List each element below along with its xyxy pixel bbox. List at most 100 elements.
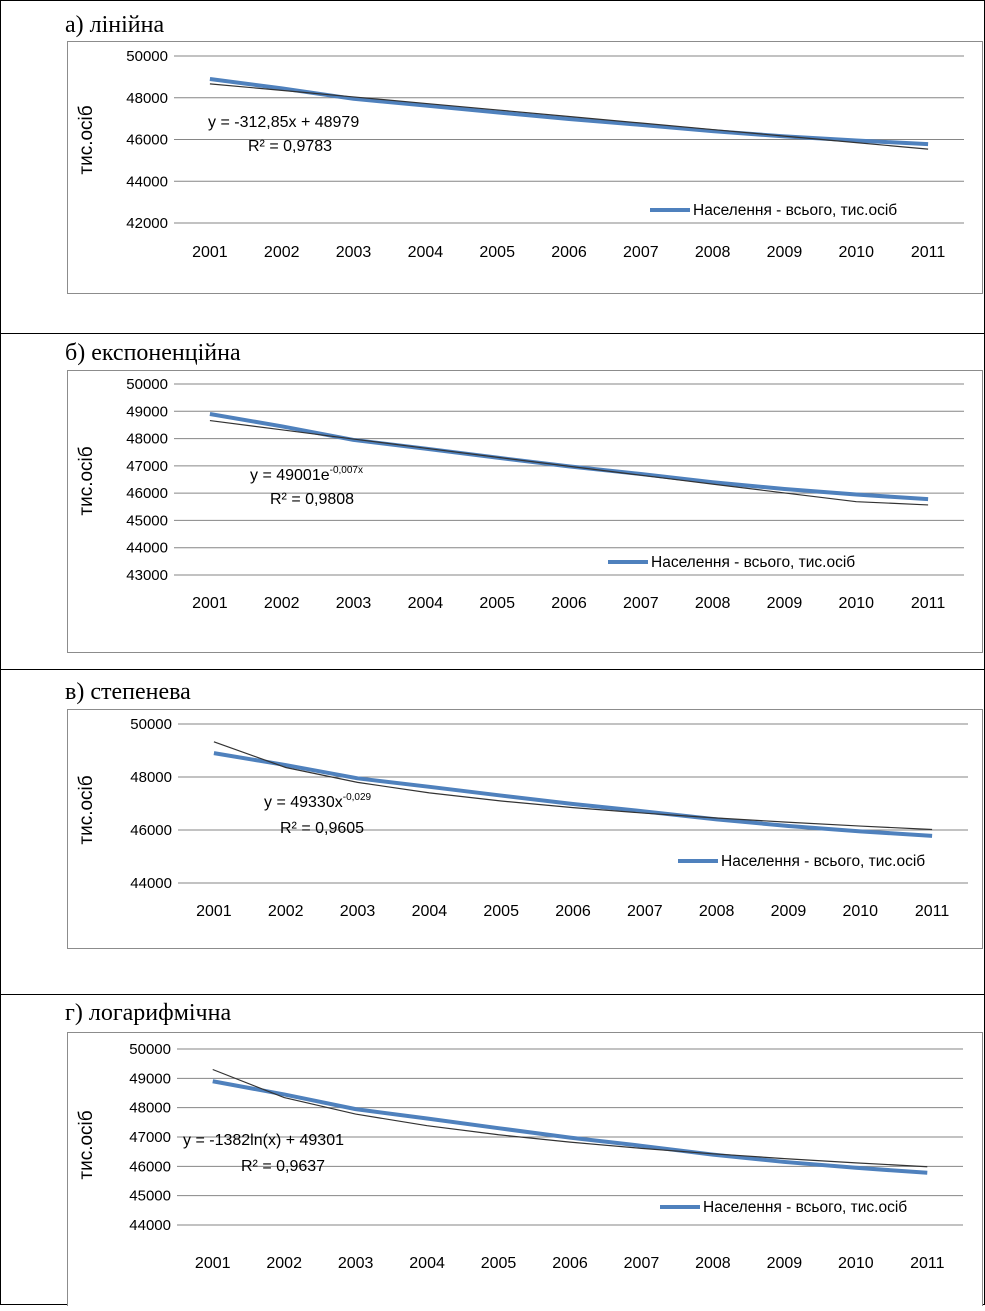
y-tick-label: 42000 — [126, 215, 168, 232]
trendline-r2: R² = 0,9808 — [270, 491, 354, 508]
y-tick-label: 50000 — [126, 48, 168, 65]
x-tick-label: 2006 — [555, 903, 591, 920]
trendline-r2: R² = 0,9783 — [248, 138, 332, 155]
y-tick-label: 49000 — [129, 1070, 171, 1087]
chart-box-logarithmic: 44000 45000 46000 47000 48000 49000 50000 2001 2… — [67, 1032, 983, 1306]
x-tick-label: 2002 — [264, 595, 300, 612]
y-axis-label: тис.осіб — [76, 105, 97, 174]
x-tick-label: 2002 — [264, 244, 300, 261]
x-tick-label: 2007 — [623, 595, 659, 612]
x-tick-label: 2011 — [915, 903, 950, 920]
x-tick-label: 2006 — [551, 244, 587, 261]
chart-box-exponential: 43000 44000 45000 46000 47000 48000 49000 50000… — [67, 370, 983, 653]
x-tick-label: 2009 — [771, 903, 807, 920]
x-tick-label: 2007 — [627, 903, 663, 920]
x-tick-label: 2001 — [192, 595, 228, 612]
x-tick-label: 2003 — [336, 244, 372, 261]
chart-box-linear: 42000 44000 46000 48000 50000 2001 2002 2003 200… — [67, 41, 983, 294]
x-tick-label: 2003 — [336, 595, 372, 612]
legend-label: Населення - всього, тис.осіб — [651, 554, 855, 571]
y-tick-label: 44000 — [126, 540, 168, 557]
x-tick-label: 2001 — [196, 903, 232, 920]
x-tick-label: 2005 — [479, 244, 515, 261]
chart-linear: 42000 44000 46000 48000 50000 2001 2002 2003 200… — [68, 42, 982, 293]
x-tick-label: 2004 — [409, 1255, 445, 1272]
y-tick-label: 43000 — [126, 567, 168, 584]
x-tick-label: 2010 — [838, 595, 874, 612]
x-tick-label: 2011 — [910, 1255, 945, 1272]
x-tick-label: 2008 — [695, 1255, 731, 1272]
x-tick-label: 2010 — [842, 903, 878, 920]
panel-divider — [0, 333, 985, 334]
chart-power: 44000 46000 48000 50000 2001 2002 2003 2004 2005… — [68, 710, 982, 948]
trendline-equation: y = 49330x-0,029 — [264, 792, 372, 811]
y-tick-label: 48000 — [126, 431, 168, 448]
x-tick-label: 2005 — [479, 595, 515, 612]
x-tick-label: 2002 — [266, 1255, 302, 1272]
trendline-equation: y = -312,85x + 48979 — [208, 114, 359, 131]
x-tick-label: 2004 — [412, 903, 448, 920]
x-tick-label: 2007 — [623, 244, 659, 261]
x-tick-label: 2004 — [408, 595, 444, 612]
y-tick-label: 46000 — [126, 132, 168, 149]
legend-label: Населення - всього, тис.осіб — [721, 853, 925, 870]
x-tick-label: 2003 — [340, 903, 376, 920]
x-tick-label: 2010 — [838, 1255, 874, 1272]
y-tick-label: 44000 — [129, 1217, 171, 1234]
x-tick-label: 2011 — [911, 244, 946, 261]
trendline-r2: R² = 0,9605 — [280, 820, 364, 837]
y-tick-label: 44000 — [130, 875, 172, 892]
x-tick-label: 2003 — [338, 1255, 374, 1272]
y-tick-label: 45000 — [126, 512, 168, 529]
x-tick-label: 2005 — [483, 903, 519, 920]
x-tick-label: 2011 — [911, 595, 946, 612]
x-tick-label: 2008 — [699, 903, 735, 920]
y-tick-label: 47000 — [129, 1129, 171, 1146]
x-tick-label: 2009 — [767, 1255, 803, 1272]
chart-box-power: 44000 46000 48000 50000 2001 2002 2003 2004 2005… — [67, 709, 983, 949]
series-line-population — [210, 79, 928, 144]
x-tick-label: 2005 — [481, 1255, 517, 1272]
x-tick-label: 2007 — [624, 1255, 660, 1272]
y-tick-label: 50000 — [126, 376, 168, 393]
panel-title-linear: а) лінійна — [65, 12, 164, 39]
x-tick-label: 2001 — [192, 244, 228, 261]
y-tick-label: 46000 — [129, 1158, 171, 1175]
x-tick-label: 2008 — [695, 244, 731, 261]
trendline — [213, 1070, 928, 1167]
panel-title-exponential: б) експоненційна — [65, 340, 241, 367]
series-line-population — [210, 414, 928, 499]
y-tick-label: 44000 — [126, 173, 168, 190]
trendline-exponent: -0,029 — [343, 792, 372, 803]
trendline-r2: R² = 0,9637 — [241, 1158, 325, 1175]
y-tick-label: 50000 — [129, 1041, 171, 1058]
y-tick-label: 50000 — [130, 716, 172, 733]
chart-exponential: 43000 44000 45000 46000 47000 48000 49000 50000… — [68, 371, 982, 652]
panel-divider — [0, 994, 985, 995]
y-tick-label: 48000 — [130, 769, 172, 786]
trendline — [214, 742, 932, 830]
y-axis-label: тис.осіб — [76, 775, 97, 844]
y-axis-label: тис.осіб — [76, 1110, 97, 1179]
x-tick-label: 2008 — [695, 595, 731, 612]
trendline-equation: y = -1382ln(x) + 49301 — [183, 1132, 344, 1149]
trendline-equation: y = 49001e-0,007x — [250, 465, 363, 484]
y-tick-label: 49000 — [126, 403, 168, 420]
x-tick-label: 2009 — [767, 244, 803, 261]
y-tick-label: 47000 — [126, 458, 168, 475]
x-tick-label: 2002 — [268, 903, 304, 920]
x-tick-label: 2001 — [195, 1255, 231, 1272]
y-tick-label: 45000 — [129, 1188, 171, 1205]
legend-label: Населення - всього, тис.осіб — [703, 1199, 907, 1216]
panel-title-logarithmic: г) логарифмічна — [65, 1000, 231, 1027]
x-tick-label: 2010 — [838, 244, 874, 261]
x-tick-label: 2006 — [552, 1255, 588, 1272]
panel-divider — [0, 669, 985, 670]
y-tick-label: 48000 — [126, 90, 168, 107]
y-tick-label: 46000 — [130, 822, 172, 839]
y-tick-label: 46000 — [126, 485, 168, 502]
y-tick-label: 48000 — [129, 1100, 171, 1117]
y-axis-label: тис.осіб — [76, 446, 97, 515]
trendline-exponent: -0,007x — [330, 465, 363, 476]
chart-logarithmic: 44000 45000 46000 47000 48000 49000 50000 2001 2… — [68, 1033, 982, 1306]
